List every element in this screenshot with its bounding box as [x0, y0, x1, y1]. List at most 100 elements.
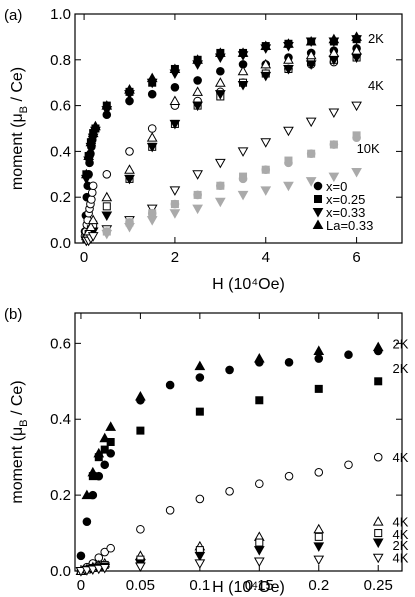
series-annotation: 2K [368, 31, 384, 46]
data-point [372, 538, 384, 549]
legend-label: La=0.33 [326, 218, 373, 233]
data-point [87, 127, 99, 138]
series-annotation: 4K [392, 515, 408, 530]
data-point [351, 31, 362, 41]
series-2K-square-black [88, 377, 383, 481]
data-point [372, 341, 384, 352]
legend-marker [312, 219, 324, 229]
data-point [193, 76, 202, 85]
series-2K-triangle-up-black [80, 31, 362, 179]
data-point [147, 124, 157, 133]
data-point [313, 345, 325, 355]
data-point [82, 517, 92, 526]
data-point [93, 447, 105, 458]
series-annotation: 2K [392, 361, 408, 376]
data-point [100, 460, 110, 470]
data-point [194, 551, 206, 562]
series-annotation: 4K [368, 78, 384, 93]
data-point [329, 140, 338, 149]
data-point [75, 567, 87, 577]
data-point [313, 555, 325, 566]
x-tick-label: 0.2 [308, 577, 329, 594]
data-point [87, 188, 97, 197]
x-tick-label: 0 [77, 577, 85, 594]
x-tick-label: 6 [352, 249, 360, 266]
data-point [344, 460, 353, 470]
data-point [214, 158, 226, 169]
data-point [106, 543, 115, 553]
data-point [101, 211, 113, 222]
series-annotation: 2K [392, 538, 408, 553]
data-point [124, 84, 135, 94]
data-point [255, 479, 264, 489]
data-point [195, 407, 204, 416]
data-point [146, 132, 158, 142]
panel-label: (a) [4, 7, 22, 24]
data-point [261, 165, 270, 174]
series-2K-circle-black [80, 44, 361, 236]
series-annotation: 4K [392, 527, 408, 542]
data-point [305, 60, 317, 70]
data-point [253, 353, 265, 363]
data-point [283, 54, 294, 64]
y-tick-label: 1.0 [50, 6, 71, 23]
data-point [194, 360, 206, 371]
data-point [93, 564, 105, 575]
data-point [313, 542, 325, 552]
series-2K-triangle-down-black [75, 538, 384, 577]
data-point [372, 553, 384, 564]
x-tick-label: 2 [171, 249, 179, 266]
y-tick-label: 0.4 [50, 411, 71, 428]
data-point [100, 445, 109, 454]
series-10K-triangle-down-grey [101, 168, 362, 240]
data-point [165, 505, 175, 515]
y-tick-label: 0.0 [50, 563, 71, 580]
data-point [170, 82, 180, 92]
data-point [314, 468, 324, 477]
series-annotation: 4K [392, 450, 408, 465]
series-annotation: 4K [392, 550, 408, 565]
data-point [101, 100, 113, 110]
data-point [90, 120, 101, 131]
data-point [101, 229, 113, 240]
chart-panel-b: 0.0 0.2 0.4 0.6 0 0.05 0.1 0.15 0.2 0.25 (b) H (10⁴… [4, 306, 409, 596]
series-annotation: 10K [357, 141, 380, 156]
y-tick-label: 0.4 [50, 143, 71, 160]
data-point [124, 222, 135, 233]
data-point [253, 557, 265, 568]
data-point [124, 164, 135, 174]
data-point [135, 562, 146, 572]
data-point [194, 559, 206, 569]
series-4K-triangle-down-open [75, 553, 384, 577]
data-point [169, 209, 181, 219]
data-point [83, 150, 94, 160]
data-point [80, 168, 92, 179]
data-point [214, 47, 226, 57]
data-point [147, 89, 157, 99]
data-point [260, 186, 272, 196]
data-point [148, 209, 157, 218]
legend-label: x=0.33 [326, 205, 365, 220]
legend-marker [313, 181, 323, 191]
data-point [255, 538, 264, 547]
data-point [237, 65, 249, 76]
data-point [195, 373, 205, 382]
data-point [169, 186, 181, 196]
plot-frame [74, 13, 403, 244]
data-point [344, 350, 353, 360]
data-point [284, 471, 294, 481]
data-point [237, 80, 249, 91]
plot-frame [74, 312, 403, 572]
data-point [260, 40, 272, 51]
data-point [85, 221, 97, 231]
data-point [102, 202, 111, 211]
data-point [239, 172, 248, 181]
data-point [169, 63, 181, 73]
data-point [105, 421, 117, 431]
data-point [99, 563, 111, 574]
data-point [81, 566, 93, 576]
data-point [87, 232, 99, 242]
x-tick-label: 0.1 [189, 577, 210, 594]
legend-marker [312, 208, 324, 218]
